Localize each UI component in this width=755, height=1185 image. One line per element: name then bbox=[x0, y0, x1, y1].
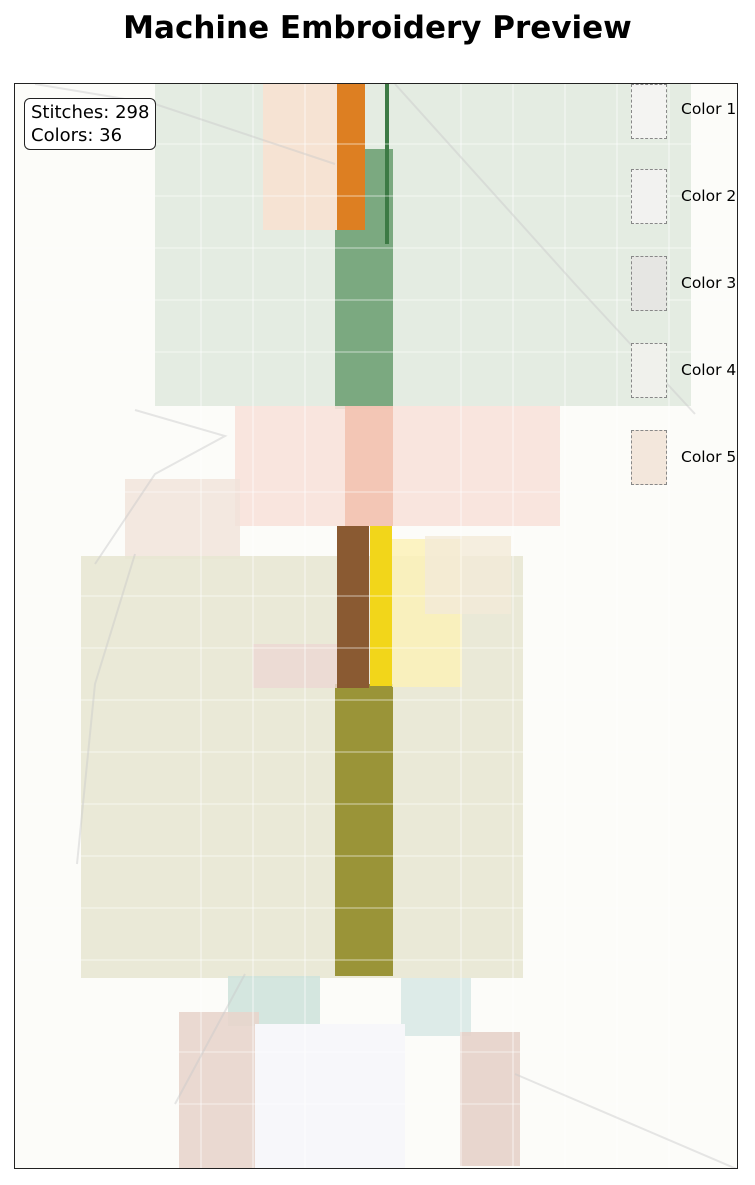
orange-column bbox=[337, 84, 365, 230]
embroidery-artwork bbox=[15, 84, 737, 1168]
legend-swatch-1 bbox=[631, 84, 667, 139]
brown-column bbox=[337, 526, 369, 688]
teal-right-region bbox=[401, 978, 471, 1036]
rose-mid-region bbox=[253, 644, 337, 688]
peach-region bbox=[263, 84, 337, 230]
legend-label-1: Color 1 bbox=[681, 100, 737, 118]
stats-box: Stitches: 298 Colors: 36 bbox=[24, 98, 157, 150]
embroidery-canvas: Stitches: 298 Colors: 36 Color 1 Color 2… bbox=[14, 83, 738, 1169]
rose-bottom-right bbox=[460, 1032, 520, 1166]
legend-swatch-3 bbox=[631, 256, 667, 311]
green-stroke bbox=[385, 84, 389, 244]
olive-dark-column bbox=[335, 684, 393, 976]
pale-square bbox=[425, 536, 511, 614]
legend-label-5: Color 5 bbox=[681, 448, 737, 466]
green-light-region bbox=[155, 84, 691, 406]
pink-region bbox=[235, 406, 560, 526]
horizontal-stitch-lines bbox=[15, 143, 737, 1105]
white-bottom-region bbox=[255, 1024, 405, 1168]
color-count: Colors: 36 bbox=[31, 125, 123, 146]
legend-swatch-4 bbox=[631, 343, 667, 398]
stitch-count: Stitches: 298 bbox=[31, 102, 150, 123]
rose-left-region bbox=[125, 479, 240, 559]
yellow-column bbox=[370, 526, 392, 686]
legend-label-3: Color 3 bbox=[681, 274, 737, 292]
rose-bottom-left bbox=[179, 1012, 259, 1168]
legend-label-4: Color 4 bbox=[681, 361, 737, 379]
legend-swatch-5 bbox=[631, 430, 667, 485]
jump-stitches bbox=[34, 84, 737, 1168]
legend-swatch-2 bbox=[631, 169, 667, 224]
vertical-stitch-lines bbox=[200, 84, 670, 1168]
chart-title: Machine Embroidery Preview bbox=[123, 10, 632, 46]
pink-dark-column bbox=[345, 406, 393, 526]
legend-label-2: Color 2 bbox=[681, 187, 737, 205]
